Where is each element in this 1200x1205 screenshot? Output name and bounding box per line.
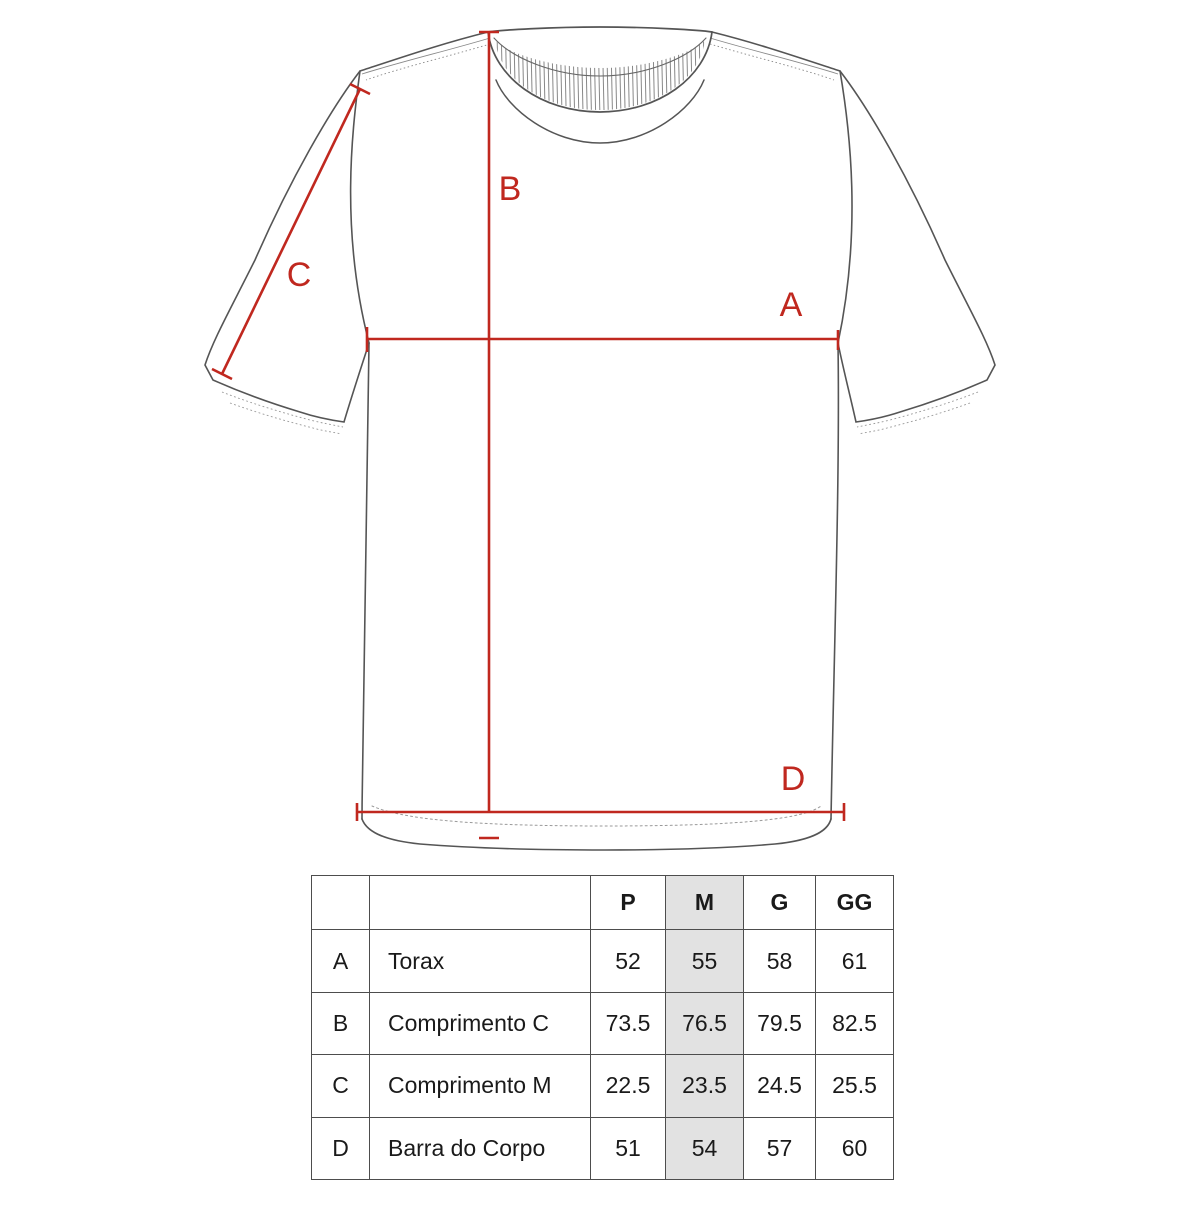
svg-text:D: D (781, 760, 806, 798)
svg-text:B: B (499, 170, 522, 208)
svg-text:A: A (780, 286, 803, 324)
svg-text:C: C (287, 256, 312, 294)
